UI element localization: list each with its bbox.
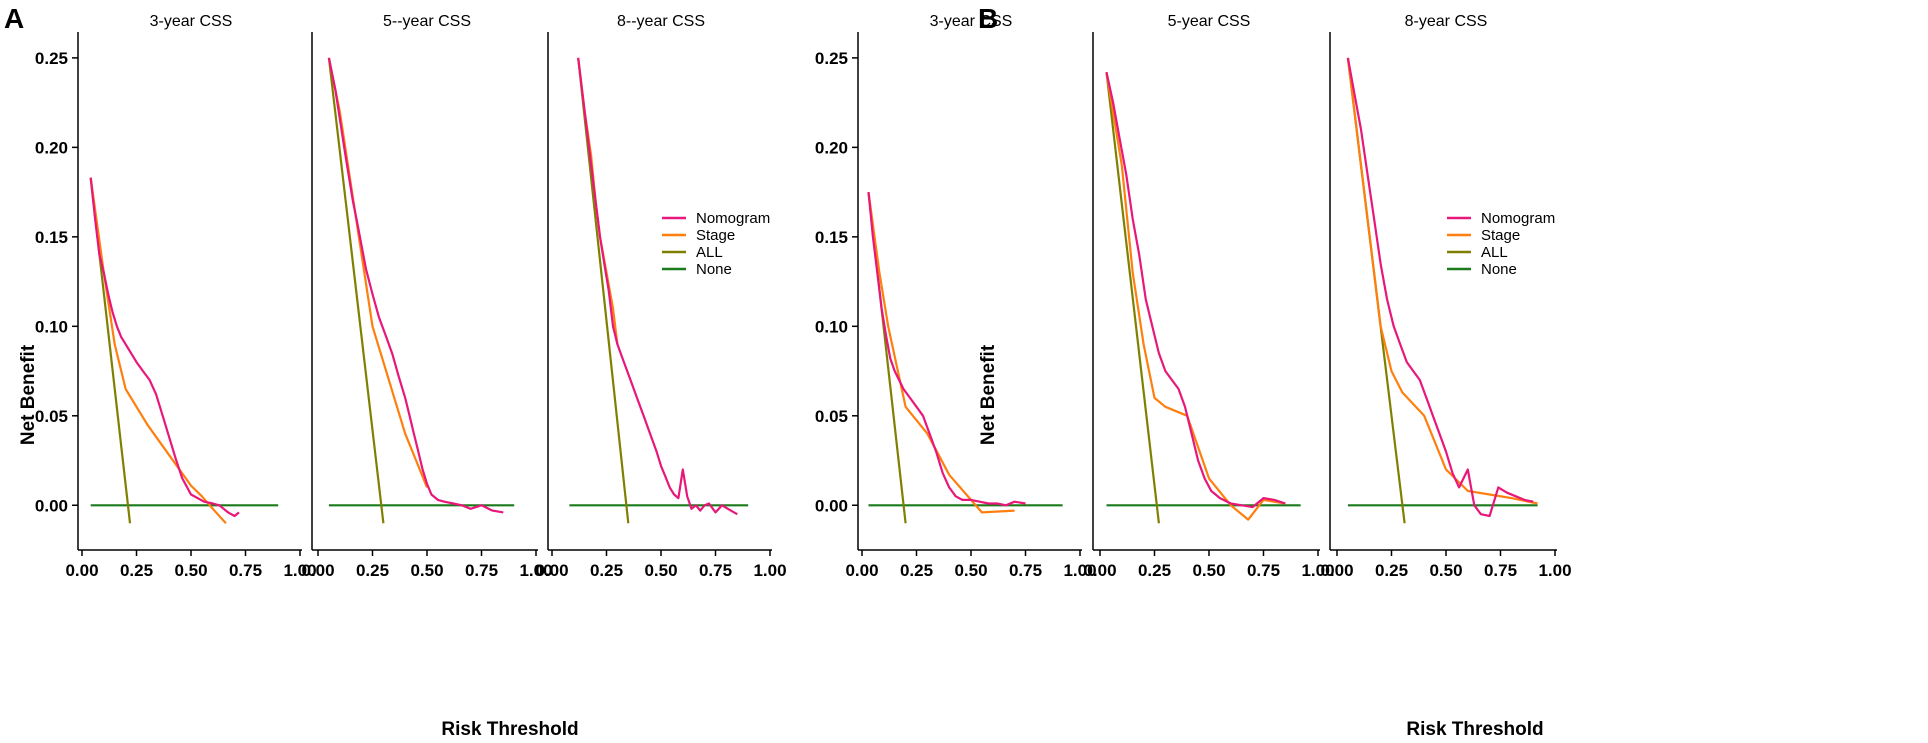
x-axis-label-a: Risk Threshold xyxy=(441,719,578,740)
subplot-b-3: 8-year CSS 0.00 0.25 0.50 0.75 1.00 NomogramSt… xyxy=(1320,13,1571,580)
x-tick-label: 0.50 xyxy=(1192,561,1225,580)
subplot-title: 5-year CSS xyxy=(1168,13,1251,30)
subplot-title: 5--year CSS xyxy=(383,13,471,30)
x-tick-label: 1.00 xyxy=(1301,561,1334,580)
legend-label-all: ALL xyxy=(696,244,723,261)
x-tick-label: 0.50 xyxy=(644,561,677,580)
x-tick-label: 0.25 xyxy=(1138,561,1171,580)
x-tick-label: 0.25 xyxy=(356,561,389,580)
subplot-a-1: 3-year CSS 0.00 0.25 0.50 0.75 1.00 0.00 0.05 0.… xyxy=(35,13,317,580)
x-tick-label: 0.25 xyxy=(590,561,623,580)
subplot-title: 8--year CSS xyxy=(617,13,705,30)
series-line-nomogram xyxy=(89,177,240,518)
y-tick-label: 0.20 xyxy=(35,138,68,157)
legend-label-none: None xyxy=(1481,261,1517,278)
legend-label-nomogram: Nomogram xyxy=(1481,210,1555,227)
x-tick-label: 0.75 xyxy=(465,561,498,580)
x-tick-label: 0.00 xyxy=(65,561,98,580)
legend-label-all: ALL xyxy=(1481,244,1508,261)
y-tick-label: 0.20 xyxy=(815,138,848,157)
series-line-all xyxy=(327,57,385,524)
y-axis-label-b: Net Benefit xyxy=(978,344,999,445)
x-tick-label: 0.00 xyxy=(845,561,878,580)
x-tick-label: 0.75 xyxy=(229,561,262,580)
x-tick-label: 0.25 xyxy=(900,561,933,580)
y-axis-label-a: Net Benefit xyxy=(18,344,39,445)
series-line-nomogram xyxy=(577,57,738,516)
x-tick-label: 0.50 xyxy=(174,561,207,580)
x-tick-label: 0.50 xyxy=(410,561,443,580)
y-tick-label: 0.15 xyxy=(815,228,848,247)
x-tick-label: 0.75 xyxy=(1484,561,1517,580)
x-tick-label: 0.75 xyxy=(1247,561,1280,580)
subplot-b-2: 5-year CSS 0.00 0.25 0.50 0.75 1.00 xyxy=(1083,13,1334,580)
series-line-nomogram xyxy=(1105,71,1286,509)
panel-letter-b: B xyxy=(978,3,998,34)
x-axis-label-b: Risk Threshold xyxy=(1406,719,1543,740)
x-tick-label: 0.25 xyxy=(120,561,153,580)
x-tick-label: 1.00 xyxy=(519,561,552,580)
y-tick-label: 0.10 xyxy=(815,317,848,336)
y-tick-label: 0.25 xyxy=(35,49,68,68)
legend-label-stage: Stage xyxy=(696,227,735,244)
subplot-title: 3-year CSS xyxy=(930,13,1013,30)
legend-label-stage: Stage xyxy=(1481,227,1520,244)
x-tick-label: 1.00 xyxy=(1063,561,1096,580)
subplot-b-1: 3-year CSS 0.00 0.25 0.50 0.75 1.00 0.00 0.05 0.… xyxy=(815,13,1097,580)
series-line-stage xyxy=(1105,72,1286,521)
y-tick-label: 0.00 xyxy=(815,496,848,515)
legend-label-nomogram: Nomogram xyxy=(696,210,770,227)
x-tick-label: 0.00 xyxy=(301,561,334,580)
series-line-nomogram xyxy=(327,57,504,514)
series-line-nomogram xyxy=(1346,57,1534,518)
x-tick-label: 0.00 xyxy=(535,561,568,580)
series-line-stage xyxy=(1346,57,1538,505)
x-tick-label: 0.00 xyxy=(1320,561,1353,580)
y-tick-label: 0.05 xyxy=(35,407,68,426)
x-tick-label: 1.00 xyxy=(283,561,316,580)
x-tick-label: 0.50 xyxy=(1429,561,1462,580)
series-line-nomogram xyxy=(867,191,1026,507)
subplot-a-2: 5--year CSS 0.00 0.25 0.50 0.75 1.00 xyxy=(301,13,552,580)
y-tick-label: 0.00 xyxy=(35,496,68,515)
x-tick-label: 1.00 xyxy=(1538,561,1571,580)
legend-label-none: None xyxy=(696,261,732,278)
x-tick-label: 0.25 xyxy=(1375,561,1408,580)
y-tick-label: 0.25 xyxy=(815,49,848,68)
x-tick-label: 0.75 xyxy=(699,561,732,580)
x-tick-label: 1.00 xyxy=(753,561,786,580)
subplot-title: 3-year CSS xyxy=(150,13,233,30)
panel-letter-a: A xyxy=(4,3,24,34)
subplot-a-3: 8--year CSS 0.00 0.25 0.50 0.75 1.00 NomogramS… xyxy=(535,13,786,580)
y-tick-label: 0.10 xyxy=(35,317,68,336)
x-tick-label: 0.50 xyxy=(954,561,987,580)
series-line-stage xyxy=(867,191,1015,514)
x-tick-label: 0.75 xyxy=(1009,561,1042,580)
series-line-all xyxy=(1105,72,1160,524)
subplot-title: 8-year CSS xyxy=(1405,13,1488,30)
y-tick-label: 0.15 xyxy=(35,228,68,247)
y-tick-label: 0.05 xyxy=(815,407,848,426)
x-tick-label: 0.00 xyxy=(1083,561,1116,580)
